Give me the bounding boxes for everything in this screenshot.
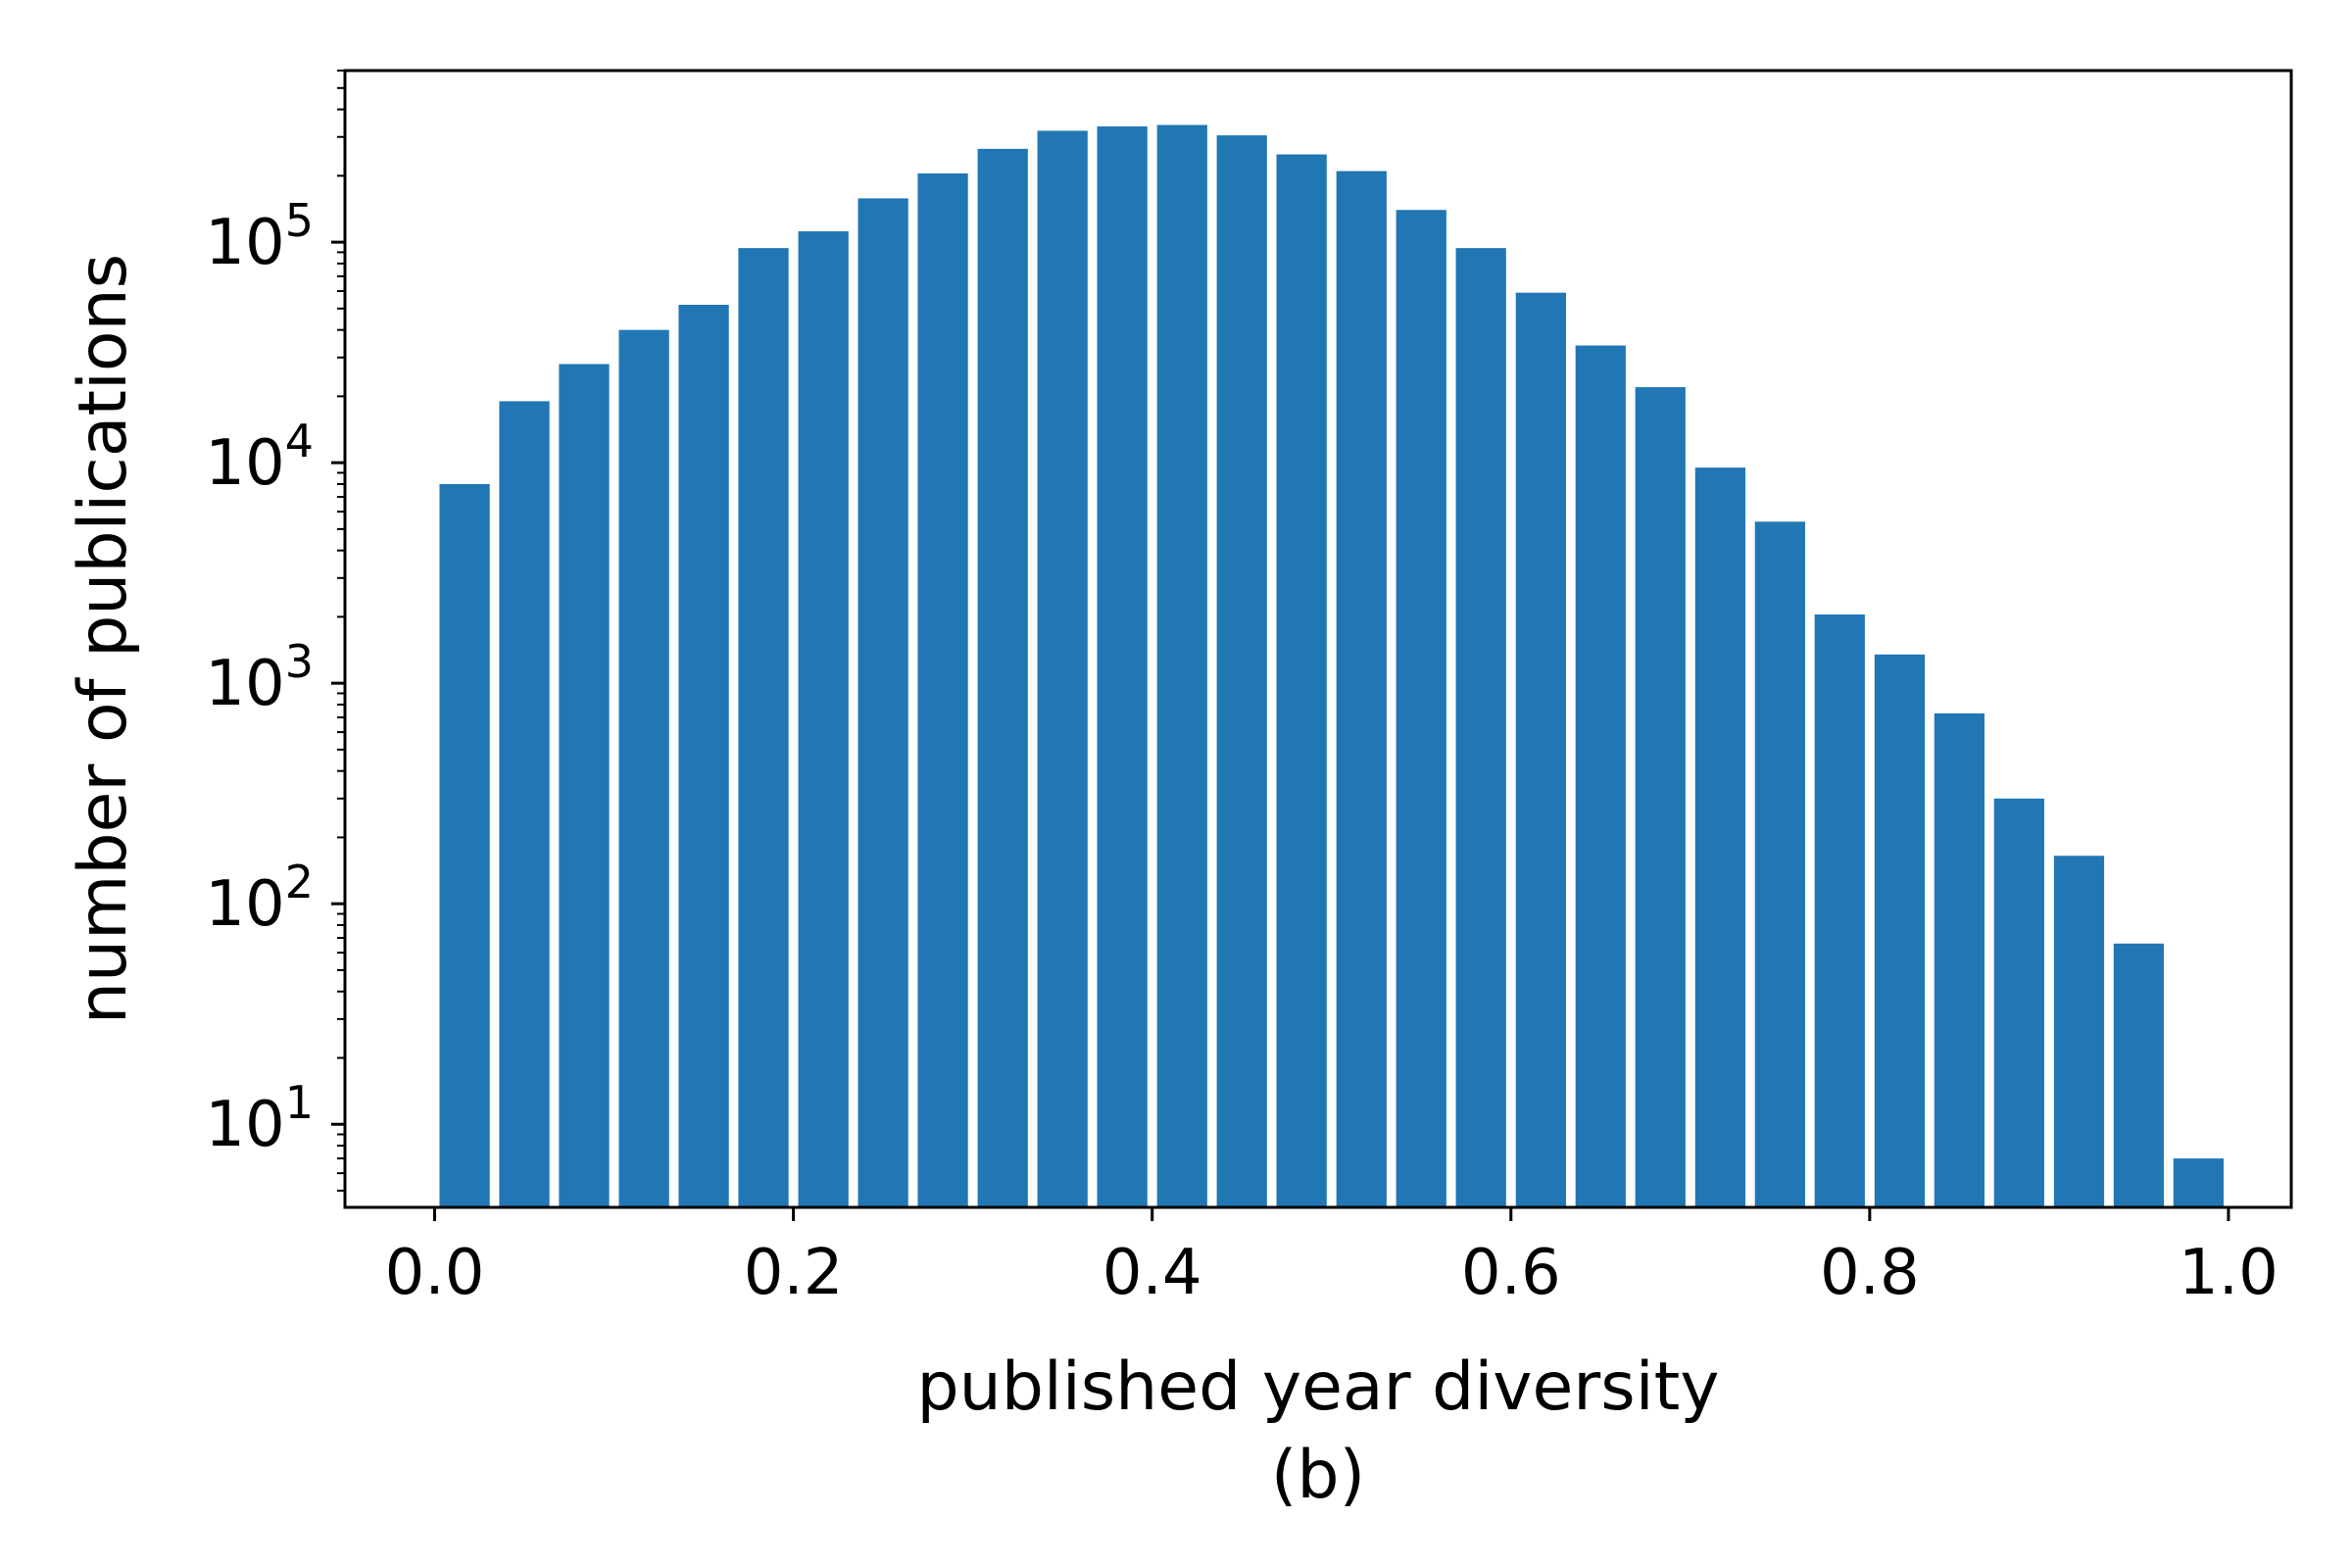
bar [1216,135,1267,1207]
bar [1874,654,1926,1207]
bar [858,198,908,1207]
bar [1276,154,1327,1207]
y-tick-label: 101 [205,1076,314,1161]
bar [1814,614,1865,1207]
bar [678,305,729,1207]
bar [2053,856,2105,1207]
bar [1754,521,1805,1207]
bar [1934,712,1984,1207]
x-ticks-layer: 0.0 0.2 0.4 0.6 0.8 1.0 [385,1207,2278,1309]
bar [2173,1158,2224,1207]
bar [2113,943,2165,1207]
bar [1037,130,1088,1208]
bar [1336,171,1387,1208]
y-tick-label: 104 [205,415,314,500]
bar [499,401,550,1207]
y-ticks-layer: 101 102 103 104 105 [205,194,345,1161]
bar [1575,345,1626,1207]
y-tick-label: 102 [205,856,314,941]
bar [1694,467,1745,1207]
y-tick-label: 105 [205,194,314,279]
bar [1515,292,1566,1207]
bar [738,248,789,1207]
x-tick-label: 0.0 [385,1237,485,1309]
x-tick-label: 0.8 [1820,1237,1920,1309]
x-tick-label: 1.0 [2179,1237,2278,1309]
figure-caption: (b) [1271,1437,1365,1514]
bar [1993,798,2044,1207]
bar [1097,125,1148,1208]
y-axis-label: number of publications [65,254,142,1024]
bar [1455,248,1506,1207]
bar [917,172,968,1208]
bar [1635,387,1686,1208]
bar [977,148,1028,1208]
bar [1396,210,1446,1208]
x-tick-label: 0.6 [1461,1237,1561,1309]
x-tick-label: 0.4 [1102,1237,1202,1309]
y-tick-label: 103 [205,635,314,720]
axes-frame [343,69,2293,1209]
x-axis-label: published year diversity [917,1348,1720,1426]
bar [618,329,669,1207]
bar [798,231,849,1207]
bars-layer [439,124,2224,1208]
bar [439,483,490,1207]
x-tick-label: 0.2 [744,1237,844,1309]
bar [559,364,610,1207]
bar [1156,124,1207,1207]
